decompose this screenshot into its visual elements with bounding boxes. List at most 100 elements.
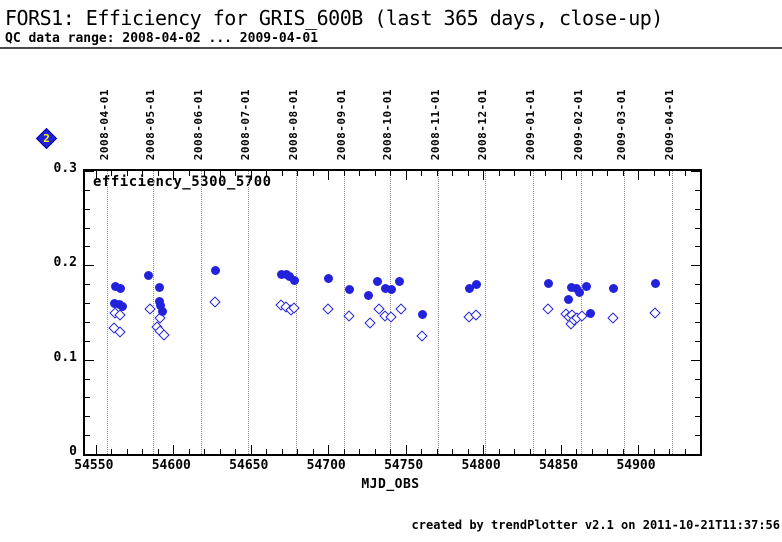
x-tick xyxy=(250,171,252,180)
month-gridline xyxy=(153,171,155,454)
series-label: efficiency_5300_5700 xyxy=(93,174,272,190)
x-tick xyxy=(545,171,547,176)
x-tick xyxy=(126,449,128,454)
x-tick xyxy=(204,171,206,176)
scatter-plot-area: efficiency_5300_5700 xyxy=(83,169,702,456)
x-tick xyxy=(622,449,624,454)
x-tick xyxy=(467,171,469,176)
data-point-circle xyxy=(574,288,584,298)
x-tick xyxy=(684,449,686,454)
y-tick xyxy=(695,378,700,380)
data-point-circle xyxy=(154,296,164,306)
data-point-circle xyxy=(650,278,660,288)
x-tick xyxy=(607,449,609,454)
data-point-circle xyxy=(109,298,119,308)
date-tick-label: 2008-12-01 xyxy=(475,88,489,160)
x-tick-label: 54550 xyxy=(74,458,114,473)
x-tick xyxy=(421,449,423,454)
x-tick xyxy=(452,449,454,454)
x-tick xyxy=(188,171,190,176)
x-tick xyxy=(653,171,655,176)
y-tick xyxy=(85,246,90,248)
month-gridline xyxy=(295,171,297,454)
x-tick xyxy=(591,171,593,176)
y-tick xyxy=(695,303,700,305)
y-tick xyxy=(695,227,700,229)
data-point-circle xyxy=(566,282,576,292)
y-tick xyxy=(695,416,700,418)
date-tick-label: 2008-09-01 xyxy=(334,88,348,160)
x-tick xyxy=(188,449,190,454)
y-tick xyxy=(691,454,700,455)
data-point-circle xyxy=(387,285,397,295)
x-tick xyxy=(576,449,578,454)
x-tick xyxy=(250,445,252,454)
month-gridline xyxy=(343,171,345,454)
x-tick xyxy=(653,449,655,454)
x-tick xyxy=(343,449,345,454)
data-point-diamond xyxy=(363,317,376,329)
x-tick xyxy=(529,171,531,176)
date-tick-label: 2008-11-01 xyxy=(429,88,443,160)
data-point-circle xyxy=(323,274,333,284)
date-tick-label: 2009-02-01 xyxy=(571,88,585,160)
x-tick xyxy=(421,171,423,176)
x-tick xyxy=(669,171,671,176)
date-tick-label: 2008-06-01 xyxy=(192,88,206,160)
data-point-circle xyxy=(381,284,391,294)
data-point-diamond xyxy=(648,307,661,319)
y-tick xyxy=(695,435,700,437)
y-tick xyxy=(85,435,90,437)
plot-number: 2 xyxy=(43,132,50,145)
x-tick xyxy=(328,171,330,180)
x-tick-label: 54650 xyxy=(229,458,269,473)
y-tick xyxy=(695,208,700,210)
x-tick xyxy=(95,171,97,180)
x-tick xyxy=(281,171,283,176)
x-tick xyxy=(638,171,640,180)
month-gridline xyxy=(247,171,249,454)
y-tick xyxy=(85,416,90,418)
x-tick xyxy=(498,449,500,454)
plot-number-diamond-icon: 2 xyxy=(35,127,58,150)
x-tick xyxy=(266,171,268,176)
x-tick xyxy=(483,445,485,454)
month-gridline xyxy=(624,171,626,454)
data-point-circle xyxy=(144,271,153,281)
month-gridline xyxy=(201,171,203,454)
y-tick xyxy=(85,284,90,286)
data-point-circle xyxy=(345,285,355,295)
y-tick xyxy=(85,321,90,323)
y-tick xyxy=(85,397,90,399)
data-point-circle xyxy=(563,294,573,304)
x-tick xyxy=(219,171,221,176)
y-tick xyxy=(85,265,94,267)
x-tick xyxy=(328,445,330,454)
data-point-circle xyxy=(582,281,592,291)
x-tick-label: 54850 xyxy=(539,458,579,473)
date-tick-label: 2008-08-01 xyxy=(286,88,300,160)
data-point-circle xyxy=(585,308,595,318)
y-tick xyxy=(691,265,700,267)
data-point-circle xyxy=(156,301,166,311)
x-tick xyxy=(405,171,407,180)
data-point-circle xyxy=(277,270,287,280)
y-tick xyxy=(695,340,700,342)
x-tick xyxy=(297,171,299,176)
data-point-circle xyxy=(543,278,553,288)
x-tick xyxy=(173,171,175,180)
x-tick xyxy=(281,449,283,454)
x-tick xyxy=(390,449,392,454)
y-tick xyxy=(85,303,90,305)
data-point-diamond xyxy=(208,295,221,308)
y-tick-label: 0.3 xyxy=(53,161,77,176)
date-tick-label: 2009-01-01 xyxy=(523,88,537,160)
data-point-circle xyxy=(464,284,474,294)
y-tick-label: 0.2 xyxy=(53,255,77,271)
data-point-diamond xyxy=(322,303,334,315)
data-point-diamond xyxy=(343,310,356,322)
x-tick xyxy=(173,445,175,454)
x-tick xyxy=(359,171,361,176)
data-point-circle xyxy=(154,282,164,292)
